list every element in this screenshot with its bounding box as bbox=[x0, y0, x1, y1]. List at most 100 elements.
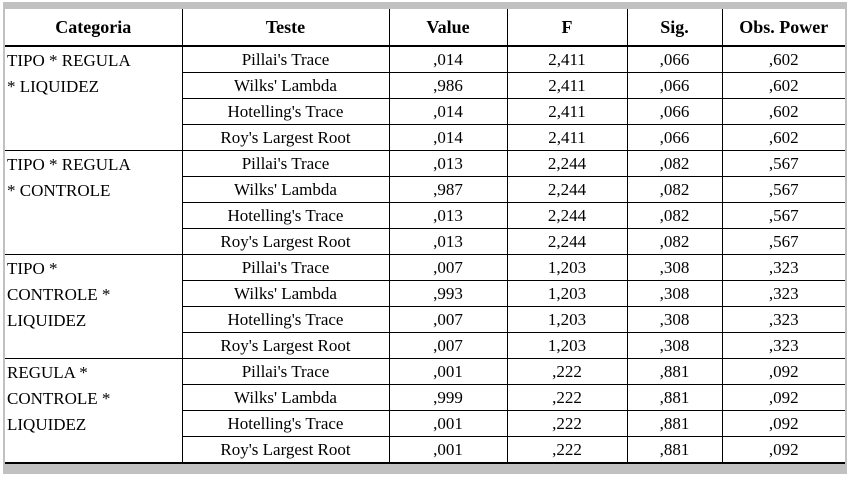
obs-power-cell: ,602 bbox=[721, 72, 845, 99]
sig-cell: ,066 bbox=[626, 72, 723, 99]
test-name-cell: Pillai's Trace bbox=[181, 45, 390, 73]
f-cell: 1,203 bbox=[506, 280, 628, 307]
f-cell: 1,203 bbox=[506, 306, 628, 333]
stats-table-frame: Categoria Teste Value F Sig. Obs. Power … bbox=[3, 2, 847, 474]
category-line: REGULA * bbox=[7, 363, 88, 382]
table-row: Roy's Largest Root ,013 2,244,082,567 bbox=[5, 228, 845, 255]
test-name-cell: Wilks' Lambda bbox=[181, 72, 390, 99]
header-row: Categoria Teste Value F Sig. Obs. Power bbox=[5, 9, 845, 47]
test-name-cell: Roy's Largest Root bbox=[181, 228, 390, 255]
obs-power-cell: ,092 bbox=[721, 358, 845, 385]
f-cell: 2,244 bbox=[506, 150, 628, 177]
value-cell: ,986 bbox=[388, 72, 508, 99]
test-name-cell: Hotelling's Trace bbox=[181, 306, 390, 333]
test-name-cell: Hotelling's Trace bbox=[181, 202, 390, 229]
sig-cell: ,066 bbox=[626, 45, 723, 73]
column-header-sig: Sig. bbox=[626, 9, 723, 47]
sig-cell: ,066 bbox=[626, 98, 723, 125]
value-cell: ,987 bbox=[388, 176, 508, 203]
test-name-cell: Hotelling's Trace bbox=[181, 410, 390, 437]
category-line: TIPO * REGULA bbox=[7, 155, 131, 174]
f-cell: ,222 bbox=[506, 384, 628, 411]
f-cell: 2,411 bbox=[506, 45, 628, 73]
test-name-cell: Wilks' Lambda bbox=[181, 280, 390, 307]
category-cell: TIPO * REGULA * CONTROLE bbox=[5, 150, 183, 255]
value-cell: ,013 bbox=[388, 202, 508, 229]
manova-table-body: TIPO * REGULA * LIQUIDEZ Pillai's Trace ,01… bbox=[5, 45, 845, 464]
obs-power-cell: ,092 bbox=[721, 384, 845, 411]
table-row: REGULA * CONTROLE * LIQUIDEZ Pillai's Trace… bbox=[5, 358, 845, 464]
obs-power-cell: ,567 bbox=[721, 228, 845, 255]
value-cell: ,007 bbox=[388, 332, 508, 359]
f-cell: 2,411 bbox=[506, 98, 628, 125]
category-line: LIQUIDEZ bbox=[7, 311, 87, 330]
table-header: Categoria Teste Value F Sig. Obs. Power bbox=[5, 9, 845, 47]
f-cell: 2,411 bbox=[506, 72, 628, 99]
obs-power-cell: ,602 bbox=[721, 98, 845, 125]
table-row: Hotelling's Trace ,001,222,881,092 bbox=[5, 410, 845, 437]
test-name-cell: Roy's Largest Root bbox=[181, 124, 390, 151]
value-cell: ,007 bbox=[388, 254, 508, 281]
column-header-obs-power: Obs. Power bbox=[721, 9, 845, 47]
obs-power-cell: ,567 bbox=[721, 150, 845, 177]
sig-cell: ,308 bbox=[626, 332, 723, 359]
category-line: LIQUIDEZ bbox=[7, 415, 87, 434]
obs-power-cell: ,323 bbox=[721, 254, 845, 281]
sig-cell: ,082 bbox=[626, 202, 723, 229]
value-cell: ,014 bbox=[388, 98, 508, 125]
test-name-cell: Pillai's Trace bbox=[181, 150, 390, 177]
sig-cell: ,881 bbox=[626, 358, 723, 385]
table-row: Roy's Largest Root ,007 1,203,308,323 bbox=[5, 332, 845, 359]
obs-power-cell: ,323 bbox=[721, 280, 845, 307]
test-name-cell: Roy's Largest Root bbox=[181, 436, 390, 464]
obs-power-cell: ,092 bbox=[721, 410, 845, 437]
category-line: TIPO * bbox=[7, 259, 58, 278]
column-header-categoria: Categoria bbox=[5, 9, 183, 47]
category-line: CONTROLE * bbox=[7, 389, 111, 408]
table-row: Wilks' Lambda ,993 1,203,308,323 bbox=[5, 280, 845, 307]
table-row: Wilks' Lambda ,987 2,244,082,567 bbox=[5, 176, 845, 203]
f-cell: 1,203 bbox=[506, 254, 628, 281]
test-name-cell: Pillai's Trace bbox=[181, 358, 390, 385]
category-cell: TIPO * CONTROLE * LIQUIDEZ bbox=[5, 254, 183, 359]
category-line: TIPO * REGULA bbox=[7, 51, 131, 70]
sig-cell: ,308 bbox=[626, 280, 723, 307]
f-cell: ,222 bbox=[506, 410, 628, 437]
obs-power-cell: ,602 bbox=[721, 45, 845, 73]
category-line: * LIQUIDEZ bbox=[7, 77, 100, 96]
obs-power-cell: ,567 bbox=[721, 176, 845, 203]
obs-power-cell: ,323 bbox=[721, 332, 845, 359]
table-row: Wilks' Lambda ,986 2,411,066,602 bbox=[5, 72, 845, 99]
table-row: TIPO * REGULA * CONTROLE Pillai's Trace ,01… bbox=[5, 150, 845, 255]
f-cell: 2,411 bbox=[506, 124, 628, 151]
f-cell: 1,203 bbox=[506, 332, 628, 359]
f-cell: ,222 bbox=[506, 436, 628, 464]
table-row: Roy's Largest Root ,001,222,881,092 bbox=[5, 436, 845, 464]
obs-power-cell: ,323 bbox=[721, 306, 845, 333]
value-cell: ,993 bbox=[388, 280, 508, 307]
test-name-cell: Pillai's Trace bbox=[181, 254, 390, 281]
value-cell: ,014 bbox=[388, 45, 508, 73]
f-cell: ,222 bbox=[506, 358, 628, 385]
column-header-f: F bbox=[506, 9, 628, 47]
f-cell: 2,244 bbox=[506, 202, 628, 229]
category-line: CONTROLE * bbox=[7, 285, 111, 304]
sig-cell: ,066 bbox=[626, 124, 723, 151]
test-name-cell: Hotelling's Trace bbox=[181, 98, 390, 125]
sig-cell: ,881 bbox=[626, 436, 723, 464]
value-cell: ,013 bbox=[388, 228, 508, 255]
column-header-value: Value bbox=[388, 9, 508, 47]
test-name-cell: Roy's Largest Root bbox=[181, 332, 390, 359]
table-row: TIPO * CONTROLE * LIQUIDEZ Pillai's Trace ,0… bbox=[5, 254, 845, 359]
sig-cell: ,082 bbox=[626, 176, 723, 203]
category-cell: TIPO * REGULA * LIQUIDEZ bbox=[5, 45, 183, 151]
sig-cell: ,082 bbox=[626, 228, 723, 255]
f-cell: 2,244 bbox=[506, 228, 628, 255]
sig-cell: ,308 bbox=[626, 306, 723, 333]
value-cell: ,001 bbox=[388, 410, 508, 437]
value-cell: ,007 bbox=[388, 306, 508, 333]
table-row: TIPO * REGULA * LIQUIDEZ Pillai's Trace ,01… bbox=[5, 45, 845, 151]
value-cell: ,999 bbox=[388, 384, 508, 411]
category-line: * CONTROLE bbox=[7, 181, 111, 200]
